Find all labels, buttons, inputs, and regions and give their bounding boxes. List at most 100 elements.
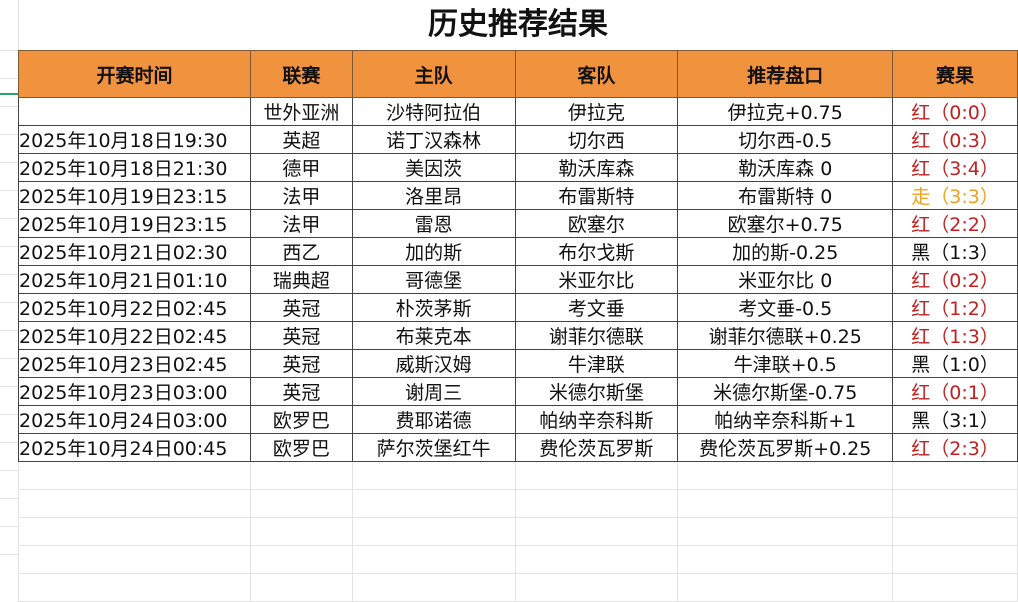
kickoff-time-cell[interactable]: 2025年10月23日02:45 [18, 349, 251, 378]
empty-cell[interactable] [249, 573, 353, 602]
header-home-team[interactable]: 主队 [351, 50, 516, 98]
away-team-cell[interactable]: 伊拉克 [514, 97, 679, 126]
recommendation-cell[interactable]: 考文垂-0.5 [677, 293, 894, 322]
empty-cell[interactable] [18, 545, 251, 574]
away-team-cell[interactable]: 帕纳辛奈科斯 [514, 405, 679, 434]
away-team-cell[interactable]: 米亚尔比 [514, 265, 679, 294]
home-team-cell[interactable]: 朴茨茅斯 [351, 293, 516, 322]
kickoff-time-cell[interactable]: 2025年10月22日02:45 [18, 321, 251, 350]
empty-cell[interactable] [892, 517, 1018, 546]
result-cell[interactable]: 红（2:3） [892, 433, 1018, 462]
result-cell[interactable]: 红（0:3） [892, 125, 1018, 154]
home-team-cell[interactable]: 萨尔茨堡红牛 [351, 433, 516, 462]
result-cell[interactable]: 红（0:2） [892, 265, 1018, 294]
empty-cell[interactable] [249, 489, 353, 518]
away-team-cell[interactable]: 谢菲尔德联 [514, 321, 679, 350]
league-cell[interactable]: 英冠 [249, 377, 353, 406]
home-team-cell[interactable]: 雷恩 [351, 209, 516, 238]
league-cell[interactable]: 瑞典超 [249, 265, 353, 294]
league-cell[interactable]: 英冠 [249, 349, 353, 378]
header-away-team[interactable]: 客队 [514, 50, 679, 98]
away-team-cell[interactable]: 欧塞尔 [514, 209, 679, 238]
away-team-cell[interactable]: 布尔戈斯 [514, 237, 679, 266]
kickoff-time-cell[interactable] [18, 97, 251, 126]
empty-cell[interactable] [351, 489, 516, 518]
kickoff-time-cell[interactable]: 2025年10月18日21:30 [18, 153, 251, 182]
league-cell[interactable]: 英冠 [249, 321, 353, 350]
league-cell[interactable]: 欧罗巴 [249, 405, 353, 434]
home-team-cell[interactable]: 谢周三 [351, 377, 516, 406]
home-team-cell[interactable]: 诺丁汉森林 [351, 125, 516, 154]
result-cell[interactable]: 红（1:3） [892, 321, 1018, 350]
league-cell[interactable]: 法甲 [249, 209, 353, 238]
kickoff-time-cell[interactable]: 2025年10月19日23:15 [18, 209, 251, 238]
result-cell[interactable]: 黑（1:0） [892, 349, 1018, 378]
kickoff-time-cell[interactable]: 2025年10月24日03:00 [18, 405, 251, 434]
empty-cell[interactable] [677, 545, 894, 574]
home-team-cell[interactable]: 费耶诺德 [351, 405, 516, 434]
empty-cell[interactable] [249, 545, 353, 574]
league-cell[interactable]: 英超 [249, 125, 353, 154]
kickoff-time-cell[interactable]: 2025年10月21日02:30 [18, 237, 251, 266]
home-team-cell[interactable]: 加的斯 [351, 237, 516, 266]
league-cell[interactable]: 英冠 [249, 293, 353, 322]
empty-cell[interactable] [892, 461, 1018, 490]
away-team-cell[interactable]: 米德尔斯堡 [514, 377, 679, 406]
league-cell[interactable]: 法甲 [249, 181, 353, 210]
empty-cell[interactable] [677, 573, 894, 602]
empty-cell[interactable] [892, 545, 1018, 574]
empty-cell[interactable] [514, 517, 679, 546]
recommendation-cell[interactable]: 布雷斯特 0 [677, 181, 894, 210]
empty-cell[interactable] [18, 489, 251, 518]
result-cell[interactable]: 黑（3:1） [892, 405, 1018, 434]
result-cell[interactable]: 红（3:4） [892, 153, 1018, 182]
empty-cell[interactable] [514, 573, 679, 602]
recommendation-cell[interactable]: 切尔西-0.5 [677, 125, 894, 154]
result-cell[interactable]: 红（2:2） [892, 209, 1018, 238]
recommendation-cell[interactable]: 勒沃库森 0 [677, 153, 894, 182]
kickoff-time-cell[interactable]: 2025年10月22日02:45 [18, 293, 251, 322]
empty-cell[interactable] [249, 461, 353, 490]
empty-cell[interactable] [514, 489, 679, 518]
recommendation-cell[interactable]: 米亚尔比 0 [677, 265, 894, 294]
league-cell[interactable]: 世外亚洲 [249, 97, 353, 126]
kickoff-time-cell[interactable]: 2025年10月18日19:30 [18, 125, 251, 154]
empty-cell[interactable] [514, 545, 679, 574]
empty-cell[interactable] [351, 517, 516, 546]
result-cell[interactable]: 红（0:0） [892, 97, 1018, 126]
recommendation-cell[interactable]: 帕纳辛奈科斯+1 [677, 405, 894, 434]
home-team-cell[interactable]: 美因茨 [351, 153, 516, 182]
empty-cell[interactable] [677, 517, 894, 546]
recommendation-cell[interactable]: 欧塞尔+0.75 [677, 209, 894, 238]
kickoff-time-cell[interactable]: 2025年10月21日01:10 [18, 265, 251, 294]
recommendation-cell[interactable]: 加的斯-0.25 [677, 237, 894, 266]
empty-cell[interactable] [892, 573, 1018, 602]
empty-cell[interactable] [677, 489, 894, 518]
home-team-cell[interactable]: 洛里昂 [351, 181, 516, 210]
league-cell[interactable]: 欧罗巴 [249, 433, 353, 462]
empty-cell[interactable] [18, 517, 251, 546]
empty-cell[interactable] [249, 517, 353, 546]
league-cell[interactable]: 德甲 [249, 153, 353, 182]
recommendation-cell[interactable]: 伊拉克+0.75 [677, 97, 894, 126]
empty-cell[interactable] [18, 573, 251, 602]
away-team-cell[interactable]: 费伦茨瓦罗斯 [514, 433, 679, 462]
kickoff-time-cell[interactable]: 2025年10月23日03:00 [18, 377, 251, 406]
recommendation-cell[interactable]: 费伦茨瓦罗斯+0.25 [677, 433, 894, 462]
recommendation-cell[interactable]: 牛津联+0.5 [677, 349, 894, 378]
away-team-cell[interactable]: 勒沃库森 [514, 153, 679, 182]
header-league[interactable]: 联赛 [249, 50, 353, 98]
kickoff-time-cell[interactable]: 2025年10月24日00:45 [18, 433, 251, 462]
away-team-cell[interactable]: 布雷斯特 [514, 181, 679, 210]
recommendation-cell[interactable]: 米德尔斯堡-0.75 [677, 377, 894, 406]
result-cell[interactable]: 走（3:3） [892, 181, 1018, 210]
empty-cell[interactable] [351, 545, 516, 574]
result-cell[interactable]: 黑（1:3） [892, 237, 1018, 266]
home-team-cell[interactable]: 哥德堡 [351, 265, 516, 294]
away-team-cell[interactable]: 切尔西 [514, 125, 679, 154]
home-team-cell[interactable]: 沙特阿拉伯 [351, 97, 516, 126]
empty-cell[interactable] [677, 461, 894, 490]
empty-cell[interactable] [892, 489, 1018, 518]
empty-cell[interactable] [351, 573, 516, 602]
header-result[interactable]: 赛果 [892, 50, 1018, 98]
